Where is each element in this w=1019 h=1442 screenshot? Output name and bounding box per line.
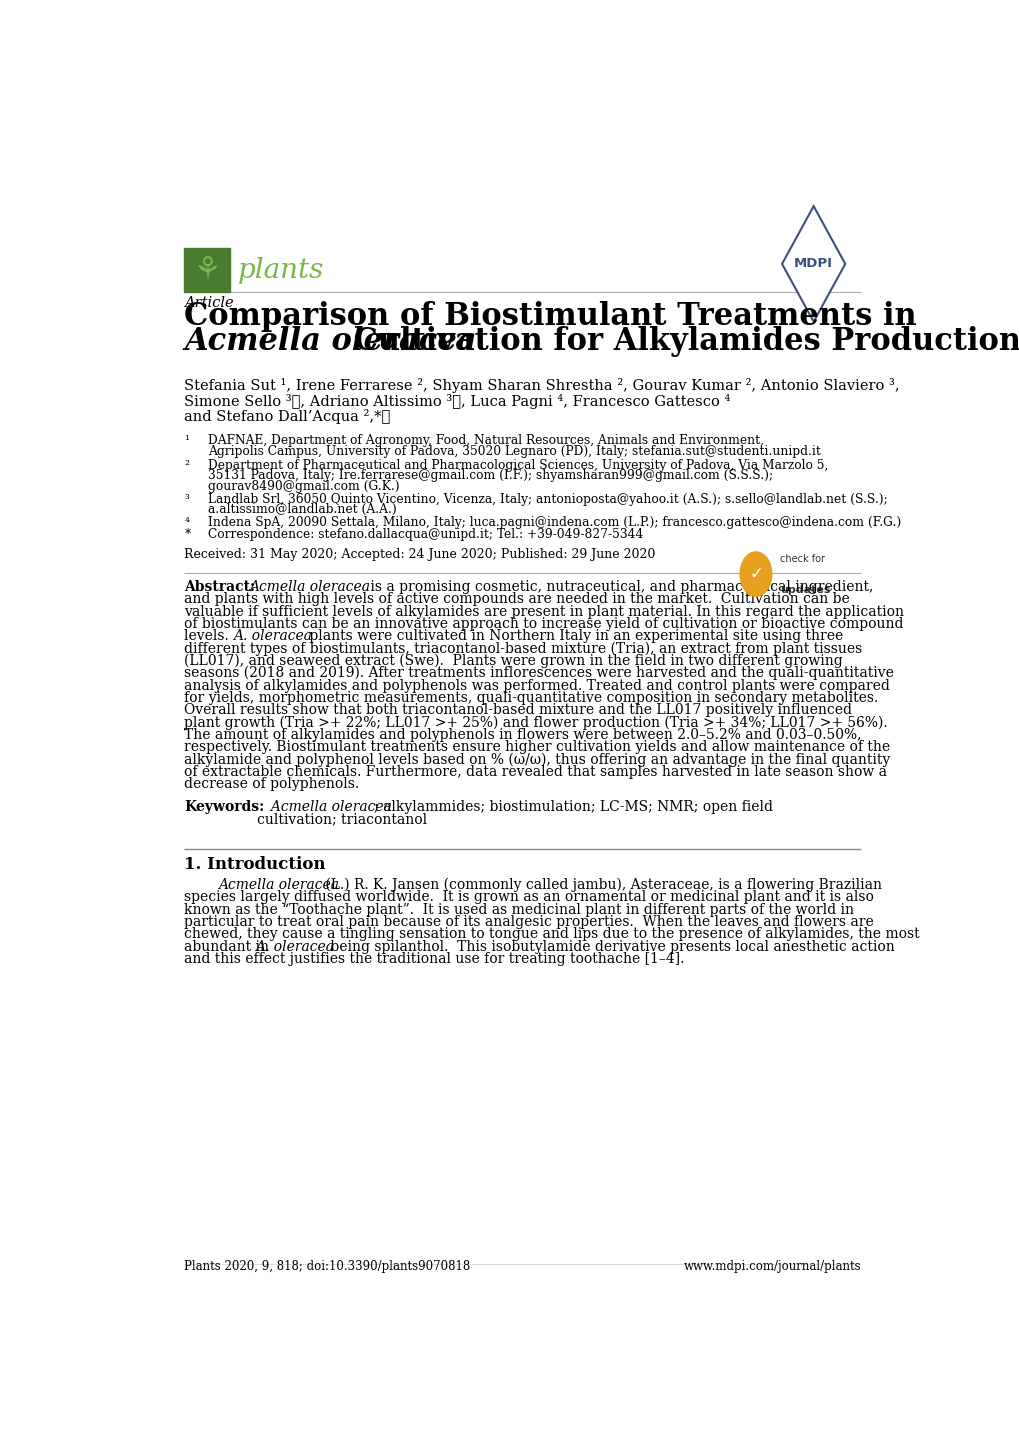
Text: and this effect justifies the traditional use for treating toothache [1–4].: and this effect justifies the traditiona…: [184, 952, 684, 966]
Text: Agripolis Campus, University of Padova, 35020 Legnaro (PD), Italy; stefania.sut@: Agripolis Campus, University of Padova, …: [208, 446, 820, 459]
Text: MDPI: MDPI: [794, 258, 833, 271]
Text: ; alkylammides; biostimulation; LC-MS; NMR; open field: ; alkylammides; biostimulation; LC-MS; N…: [374, 800, 772, 813]
Text: Department of Pharmaceutical and Pharmacological Sciences, University of Padova,: Department of Pharmaceutical and Pharmac…: [208, 459, 827, 472]
Text: levels.: levels.: [184, 629, 237, 643]
Text: Received: 31 May 2020; Accepted: 24 June 2020; Published: 29 June 2020: Received: 31 May 2020; Accepted: 24 June…: [184, 548, 655, 561]
Text: plants: plants: [238, 257, 324, 284]
Text: The amount of alkylamides and polyphenols in flowers were between 2.0–5.2% and 0: The amount of alkylamides and polyphenol…: [184, 728, 861, 743]
Text: is a promising cosmetic, nutraceutical, and pharmaceutical ingredient,: is a promising cosmetic, nutraceutical, …: [366, 580, 872, 594]
Text: DAFNAE, Department of Agronomy, Food, Natural Resources, Animals and Environment: DAFNAE, Department of Agronomy, Food, Na…: [208, 434, 763, 447]
Text: a.altissimo@landlab.net (A.A.): a.altissimo@landlab.net (A.A.): [208, 503, 396, 516]
Text: known as the “Toothache plant”.  It is used as medicinal plant in different part: known as the “Toothache plant”. It is us…: [184, 903, 854, 917]
Text: Keywords:: Keywords:: [184, 800, 264, 813]
Polygon shape: [782, 206, 845, 322]
Text: particular to treat oral pain because of its analgesic properties.  When the lea: particular to treat oral pain because of…: [184, 916, 873, 929]
Text: Acmella oleracea: Acmella oleracea: [184, 326, 477, 358]
Text: respectively. Biostimulant treatments ensure higher cultivation yields and allow: respectively. Biostimulant treatments en…: [184, 740, 890, 754]
Text: A. oleracea: A. oleracea: [233, 629, 312, 643]
Text: being spilanthol.  This isobutylamide derivative presents local anesthetic actio: being spilanthol. This isobutylamide der…: [326, 940, 894, 953]
Text: ²: ²: [184, 459, 190, 472]
Text: Landlab Srl, 36050 Quinto Vicentino, Vicenza, Italy; antonioposta@yahoo.it (A.S.: Landlab Srl, 36050 Quinto Vicentino, Vic…: [208, 493, 887, 506]
Text: of biostimulants can be an innovative approach to increase yield of cultivation : of biostimulants can be an innovative ap…: [184, 617, 903, 632]
Text: Plants 2020, 9, 818; doi:10.3390/plants9070818: Plants 2020, 9, 818; doi:10.3390/plants9…: [184, 1260, 470, 1273]
Text: valuable if sufficient levels of alkylamides are present in plant material. In t: valuable if sufficient levels of alkylam…: [184, 604, 904, 619]
Text: check for: check for: [779, 554, 823, 564]
Text: alkylamide and polyphenol levels based on % (ω/ω), thus offering an advantage in: alkylamide and polyphenol levels based o…: [184, 753, 890, 767]
Text: Stefania Sut ¹, Irene Ferrarese ², Shyam Sharan Shrestha ², Gourav Kumar ², Anto: Stefania Sut ¹, Irene Ferrarese ², Shyam…: [184, 378, 899, 394]
Text: ¹: ¹: [184, 434, 190, 447]
Text: www.mdpi.com/journal/plants: www.mdpi.com/journal/plants: [683, 1260, 860, 1273]
Text: chewed, they cause a tingling sensation to tongue and lips due to the presence o: chewed, they cause a tingling sensation …: [184, 927, 919, 942]
Text: Article: Article: [184, 296, 233, 310]
Text: Abstract:: Abstract:: [184, 580, 256, 594]
Text: Simone Sello ³ⓘ, Adriano Altissimo ³ⓘ, Luca Pagni ⁴, Francesco Gattesco ⁴: Simone Sello ³ⓘ, Adriano Altissimo ³ⓘ, L…: [184, 394, 730, 408]
Text: plants were cultivated in Northern Italy in an experimental site using three: plants were cultivated in Northern Italy…: [305, 629, 842, 643]
Text: *: *: [184, 528, 191, 541]
Text: A. oleracea: A. oleracea: [255, 940, 333, 953]
Text: decrease of polyphenols.: decrease of polyphenols.: [184, 777, 359, 792]
Text: species largely diffused worldwide.  It is grown as an ornamental or medicinal p: species largely diffused worldwide. It i…: [184, 891, 873, 904]
Text: Correspondence: stefano.dallacqua@unipd.it; Tel.: +39-049-827-5344: Correspondence: stefano.dallacqua@unipd.…: [208, 528, 643, 541]
Text: Indena SpA, 20090 Settala, Milano, Italy; luca.pagni@indena.com (L.P.); francesc: Indena SpA, 20090 Settala, Milano, Italy…: [208, 516, 901, 529]
Text: for yields, morphometric measurements, quali-quantitative composition in seconda: for yields, morphometric measurements, q…: [184, 691, 877, 705]
Text: seasons (2018 and 2019). After treatments inflorescences were harvested and the : seasons (2018 and 2019). After treatment…: [184, 666, 894, 681]
Text: Cultivation for Alkylamides Production: Cultivation for Alkylamides Production: [342, 326, 1019, 358]
Text: Acmella oleracea: Acmella oleracea: [257, 800, 391, 813]
Text: 1. Introduction: 1. Introduction: [184, 857, 326, 872]
FancyBboxPatch shape: [184, 248, 230, 293]
Text: ³: ³: [184, 493, 190, 506]
Text: (L.) R. K. Jansen (commonly called jambu), Asteraceae, is a flowering Brazilian: (L.) R. K. Jansen (commonly called jambu…: [321, 878, 881, 893]
Text: plant growth (Tria >+ 22%; LL017 >+ 25%) and flower production (Tria >+ 34%; LL0: plant growth (Tria >+ 22%; LL017 >+ 25%)…: [184, 715, 888, 730]
Text: and plants with high levels of active compounds are needed in the market.  Culti: and plants with high levels of active co…: [184, 593, 849, 607]
Text: analysis of alkylamides and polyphenols was performed. Treated and control plant: analysis of alkylamides and polyphenols …: [184, 679, 890, 692]
Text: different types of biostimulants, triacontanol-based mixture (Tria), an extract : different types of biostimulants, triaco…: [184, 642, 862, 656]
Text: ✓: ✓: [748, 565, 762, 583]
Text: Overall results show that both triacontanol-based mixture and the LL017 positive: Overall results show that both triaconta…: [184, 704, 852, 717]
Text: abundant in: abundant in: [184, 940, 269, 953]
Text: Comparison of Biostimulant Treatments in: Comparison of Biostimulant Treatments in: [184, 301, 916, 333]
Text: of extractable chemicals. Furthermore, data revealed that samples harvested in l: of extractable chemicals. Furthermore, d…: [184, 764, 887, 779]
Text: updates: updates: [779, 584, 829, 594]
Text: Acmella oleracea: Acmella oleracea: [249, 580, 370, 594]
Circle shape: [740, 552, 771, 597]
Text: cultivation; triacontanol: cultivation; triacontanol: [257, 812, 427, 826]
Text: gourav8490@gmail.com (G.K.): gourav8490@gmail.com (G.K.): [208, 480, 399, 493]
Text: 35131 Padova, Italy; Ire.ferrarese@gmail.com (I.F.); shyamsharan999@gmail.com (S: 35131 Padova, Italy; Ire.ferrarese@gmail…: [208, 470, 772, 483]
Text: (LL017), and seaweed extract (Swe).  Plants were grown in the field in two diffe: (LL017), and seaweed extract (Swe). Plan…: [184, 653, 843, 668]
Text: ⁴: ⁴: [184, 516, 190, 529]
Text: and Stefano Dall’Acqua ²,*ⓘ: and Stefano Dall’Acqua ²,*ⓘ: [184, 410, 390, 424]
Text: Acmella oleracea: Acmella oleracea: [217, 878, 338, 893]
Text: ⚘: ⚘: [194, 255, 221, 284]
